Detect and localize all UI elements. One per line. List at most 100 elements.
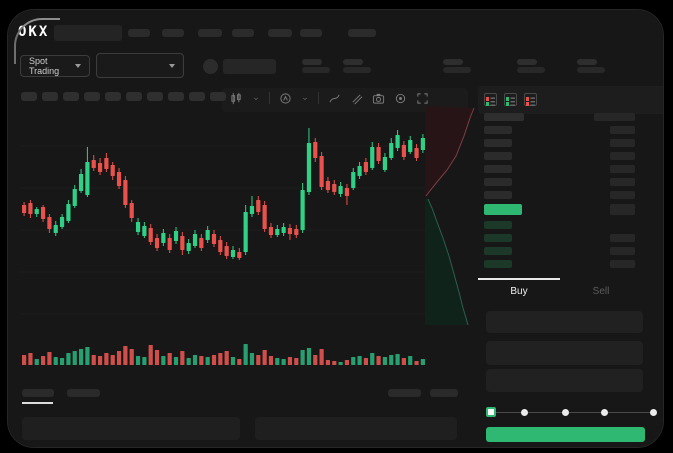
timeframe-button-placeholder[interactable] bbox=[84, 92, 100, 101]
market-type-label: Spot Trading bbox=[29, 56, 60, 76]
price-field[interactable] bbox=[486, 311, 643, 333]
amount-slider-track[interactable] bbox=[488, 412, 654, 413]
orders-panel-placeholder bbox=[22, 417, 240, 440]
okx-logo: OKX bbox=[18, 24, 50, 40]
stat-label-placeholder bbox=[517, 59, 537, 65]
nav-item-placeholder[interactable] bbox=[232, 29, 254, 37]
chevron-down-icon[interactable] bbox=[301, 92, 309, 105]
timeframe-button-placeholder[interactable] bbox=[105, 92, 121, 101]
nav-item-placeholder[interactable] bbox=[128, 29, 150, 37]
bottom-tab-placeholder[interactable] bbox=[67, 389, 100, 397]
orderbook-header-amount bbox=[594, 113, 635, 121]
orderbook-row-price bbox=[484, 126, 512, 134]
chart-type-icon[interactable] bbox=[230, 92, 243, 105]
camera-icon[interactable] bbox=[372, 92, 385, 105]
timeframe-button-placeholder[interactable] bbox=[147, 92, 163, 101]
history-panel-placeholder bbox=[255, 417, 457, 440]
timeframe-button-placeholder[interactable] bbox=[42, 92, 58, 101]
nav-item-placeholder[interactable] bbox=[268, 29, 292, 37]
orderbook-row-price bbox=[484, 221, 512, 229]
orderbook-row-price bbox=[484, 247, 512, 255]
tab-sell[interactable]: Sell bbox=[592, 286, 610, 297]
orderbook-row-amount bbox=[610, 152, 635, 160]
stat-value-placeholder bbox=[577, 67, 605, 73]
order-tabbar: Buy Sell bbox=[478, 278, 663, 306]
orderbook-bids-icon[interactable] bbox=[504, 93, 517, 106]
orderbook-row-amount bbox=[610, 247, 635, 255]
timeframe-button-placeholder[interactable] bbox=[168, 92, 184, 101]
indicator-icon[interactable] bbox=[279, 92, 292, 105]
order-panel: Buy Sell bbox=[478, 10, 663, 447]
stat-value-placeholder bbox=[343, 67, 371, 73]
orderbook-row-price bbox=[484, 152, 512, 160]
volume-pane bbox=[22, 344, 425, 365]
depth-chart bbox=[425, 106, 475, 325]
timeframe-button-placeholder[interactable] bbox=[210, 92, 226, 101]
active-tab-underline bbox=[478, 278, 560, 280]
orderbook-row-price bbox=[484, 139, 512, 147]
chevron-down-icon bbox=[169, 63, 175, 68]
nav-item-placeholder[interactable] bbox=[300, 29, 322, 37]
stat-value-placeholder bbox=[302, 67, 330, 73]
nav-item-placeholder[interactable] bbox=[198, 29, 222, 37]
fullscreen-icon[interactable] bbox=[416, 92, 429, 105]
stat-label-placeholder bbox=[343, 59, 363, 65]
chevron-down-icon bbox=[75, 64, 81, 68]
app-window: OKX Spot Trading Buy Sell bbox=[7, 9, 664, 448]
settings-icon[interactable] bbox=[394, 92, 407, 105]
orderbook-both-icon bbox=[486, 97, 495, 106]
market-type-dropdown[interactable]: Spot Trading bbox=[20, 55, 90, 77]
candlestick-chart[interactable] bbox=[20, 110, 425, 330]
last-price-badge-price[interactable] bbox=[484, 204, 522, 215]
timeframe-button-placeholder[interactable] bbox=[21, 92, 37, 101]
toolbar-divider bbox=[318, 92, 319, 104]
active-bottom-tab-underline bbox=[22, 402, 53, 404]
search-placeholder[interactable] bbox=[54, 25, 122, 41]
orderbook-bids-icon bbox=[506, 97, 515, 106]
nav-item-placeholder[interactable] bbox=[162, 29, 184, 37]
coin-avatar bbox=[203, 59, 218, 74]
timeframe-button-placeholder[interactable] bbox=[126, 92, 142, 101]
stat-label-placeholder bbox=[443, 59, 463, 65]
pair-name-placeholder bbox=[223, 59, 276, 74]
orderbook-header-price bbox=[484, 113, 524, 121]
pair-selector-dropdown[interactable] bbox=[96, 53, 184, 78]
orderbook-both-icon[interactable] bbox=[484, 93, 497, 106]
bottom-tab-placeholder[interactable] bbox=[388, 389, 421, 397]
amount-field[interactable] bbox=[486, 341, 643, 365]
bottom-tab-placeholder[interactable] bbox=[22, 389, 54, 397]
slider-stop-dot[interactable] bbox=[562, 409, 569, 416]
orderbook-row-amount bbox=[610, 139, 635, 147]
orderbook-asks-icon[interactable] bbox=[524, 93, 537, 106]
chart-toolbar bbox=[230, 90, 429, 106]
orderbook-row-amount bbox=[610, 191, 635, 199]
timeframe-button-placeholder[interactable] bbox=[63, 92, 79, 101]
stat-label-placeholder bbox=[577, 59, 597, 65]
toolbar-divider bbox=[269, 92, 270, 104]
orderbook-row-price bbox=[484, 234, 512, 242]
chevron-down-icon[interactable] bbox=[252, 92, 260, 105]
buy-submit-button[interactable] bbox=[486, 427, 645, 442]
orderbook-row-price bbox=[484, 260, 512, 268]
stat-label-placeholder bbox=[302, 59, 322, 65]
stat-value-placeholder bbox=[517, 67, 545, 73]
orderbook-row-price bbox=[484, 178, 512, 186]
orderbook-row-amount bbox=[610, 234, 635, 242]
last-price-badge-amount bbox=[610, 204, 635, 215]
stat-value-placeholder bbox=[443, 67, 471, 73]
slider-stop-dot[interactable] bbox=[650, 409, 657, 416]
slider-handle[interactable] bbox=[486, 407, 496, 417]
orderbook-row-amount bbox=[610, 260, 635, 268]
orderbook-asks-icon bbox=[526, 97, 535, 106]
total-field[interactable] bbox=[486, 369, 643, 392]
orderbook-row-amount bbox=[610, 165, 635, 173]
slider-stop-dot[interactable] bbox=[521, 409, 528, 416]
line-tool-icon[interactable] bbox=[328, 92, 341, 105]
draw-tool-icon[interactable] bbox=[350, 92, 363, 105]
timeframe-button-placeholder[interactable] bbox=[189, 92, 205, 101]
slider-stop-dot[interactable] bbox=[601, 409, 608, 416]
tab-buy[interactable]: Buy bbox=[510, 286, 528, 297]
nav-item-placeholder[interactable] bbox=[348, 29, 376, 37]
bottom-tab-placeholder[interactable] bbox=[430, 389, 458, 397]
orderbook-row-price bbox=[484, 165, 512, 173]
